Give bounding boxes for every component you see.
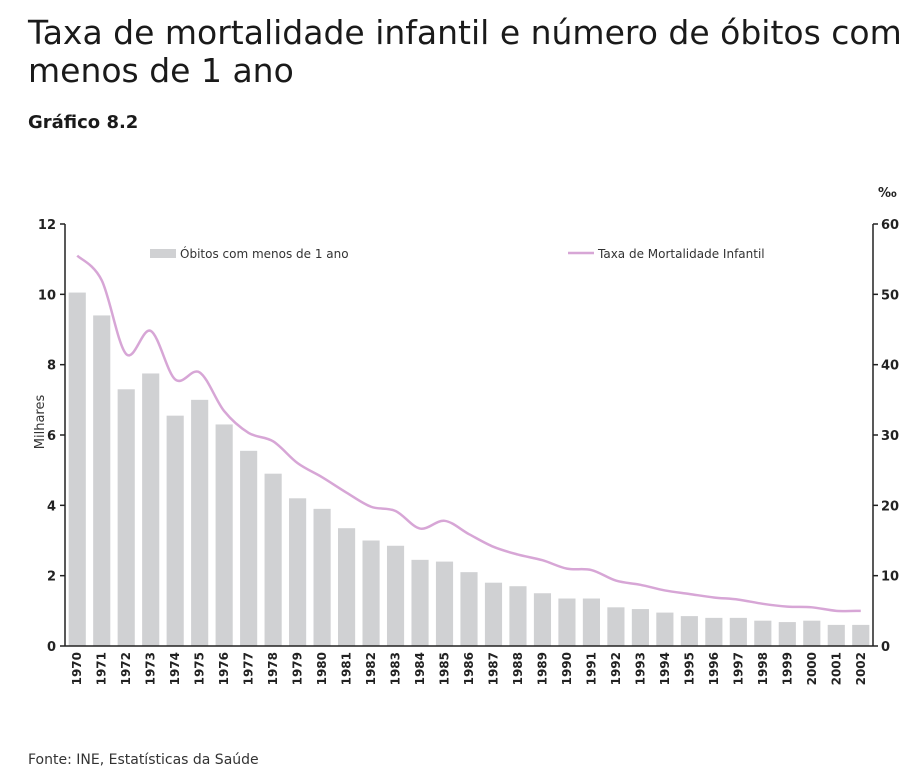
x-tick-label-1998: 1998 [756,652,770,685]
x-tick-label-1978: 1978 [266,652,280,685]
x-tick-label-1990: 1990 [560,652,574,685]
x-tick-label-2000: 2000 [805,652,819,685]
x-tick-label-2001: 2001 [829,652,843,685]
left-tick-label: 6 [47,429,56,444]
x-tick-label-1979: 1979 [291,652,305,685]
bar-1970 [68,292,86,646]
chart-title: Taxa de mortalidade infantil e número de… [28,13,902,90]
x-tick-label-1980: 1980 [315,652,329,685]
x-tick-label-1983: 1983 [389,652,403,685]
right-tick-label: 20 [881,499,899,514]
x-tick-label-1993: 1993 [633,652,647,685]
right-tick-label: 10 [881,570,899,585]
x-tick-label-1994: 1994 [658,652,672,685]
bar-1988 [509,586,527,646]
left-tick-label: 0 [47,640,56,655]
bar-1987 [484,582,503,646]
bar-1999 [778,622,796,646]
left-axis-label: Milhares [33,395,48,450]
left-tick-label: 2 [47,570,56,585]
bar-1989 [533,593,552,646]
bar-1975 [191,399,209,646]
bar-1976 [215,424,233,646]
x-tick-label-1987: 1987 [486,652,500,685]
bar-1978 [264,473,282,646]
x-tick-label-1992: 1992 [609,652,623,685]
bar-1998 [754,620,772,646]
x-tick-label-1995: 1995 [682,652,696,685]
legend-bar-label: Óbitos com menos de 1 ano [180,246,349,261]
bar-1992 [607,607,625,646]
bar-1983 [386,545,405,646]
bar-1984 [411,559,429,646]
x-tick-label-2002: 2002 [854,652,868,685]
left-tick-label: 8 [47,359,56,374]
right-tick-label: 30 [881,429,899,444]
x-tick-label-1976: 1976 [217,652,231,685]
right-axis-unit: ‰ [878,186,897,201]
x-tick-label-1971: 1971 [95,652,109,685]
bar-1995 [680,616,698,646]
x-tick-label-1982: 1982 [364,652,378,685]
x-tick-label-1999: 1999 [780,652,794,685]
left-tick-label: 12 [38,218,56,233]
legend-line-label: Taxa de Mortalidade Infantil [597,247,765,261]
x-tick-label-1981: 1981 [340,652,354,685]
legend-bar-swatch [150,249,176,258]
bar-1977 [240,450,258,646]
right-tick-label: 60 [881,218,899,233]
x-tick-label-1972: 1972 [119,652,133,685]
bar-1980 [313,508,331,646]
bar-1974 [166,415,184,646]
x-tick-label-1996: 1996 [707,652,721,685]
x-tick-label-1984: 1984 [413,652,427,685]
bar-1990 [558,598,576,646]
chart-subtitle: Gráfico 8.2 [28,112,139,133]
x-tick-label-1989: 1989 [535,652,549,685]
x-tick-label-1986: 1986 [462,652,476,685]
bars-group [68,292,870,646]
bar-2000 [803,620,821,646]
x-tick-label-1973: 1973 [144,652,158,685]
bar-1991 [582,598,600,646]
x-tick-label-1977: 1977 [242,652,256,685]
ticks-group: 0 2 4 6 8 10 12 0 10 20 30 40 50 60 1970 1971 1972 1973 19… [38,218,899,685]
bar-1986 [460,572,478,646]
bar-2002 [852,624,870,646]
x-tick-label-1975: 1975 [193,652,207,685]
bar-1985 [435,561,454,646]
source-note: Fonte: INE, Estatísticas da Saúde [28,752,259,768]
left-tick-label: 4 [47,499,56,514]
x-tick-label-1974: 1974 [168,652,182,685]
bar-1973 [142,373,160,646]
bar-1981 [338,528,356,646]
bar-1993 [631,609,649,646]
x-tick-label-1991: 1991 [584,652,598,685]
x-tick-label-1970: 1970 [70,652,84,685]
bar-1971 [93,315,111,646]
x-tick-label-1988: 1988 [511,652,525,685]
right-tick-label: 40 [881,359,899,374]
x-tick-label-1997: 1997 [731,652,745,685]
left-tick-label: 10 [38,288,56,303]
bar-1997 [729,617,747,646]
x-tick-label-1985: 1985 [438,652,452,685]
bar-1996 [705,617,723,646]
bar-1979 [289,498,307,646]
bar-1972 [117,389,135,646]
bar-1982 [362,540,380,646]
rate-line [76,254,861,613]
bar-1994 [656,612,674,646]
bar-2001 [827,624,845,646]
right-tick-label: 50 [881,288,899,303]
right-tick-label: 0 [881,640,890,655]
